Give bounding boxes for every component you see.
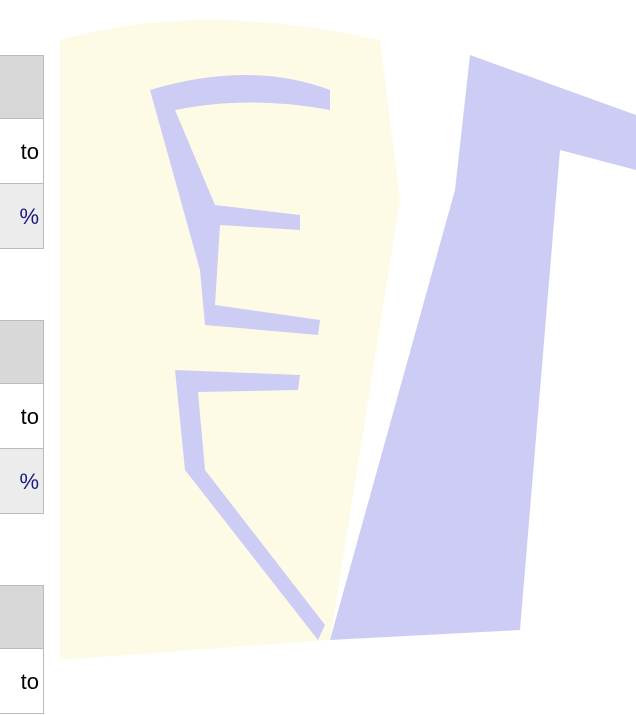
percent-cell: % xyxy=(0,183,44,249)
background-logo xyxy=(0,0,636,674)
percent-cell: % xyxy=(0,448,44,514)
text-cell: to xyxy=(0,383,44,449)
header-cell xyxy=(0,320,44,384)
header-cell xyxy=(0,55,44,119)
header-cell xyxy=(0,585,44,649)
text-cell: to xyxy=(0,648,44,714)
text-cell: to xyxy=(0,118,44,184)
page: to%to%to (() => { const data = JSON.pars… xyxy=(0,0,636,674)
yellow-blob xyxy=(60,20,400,660)
